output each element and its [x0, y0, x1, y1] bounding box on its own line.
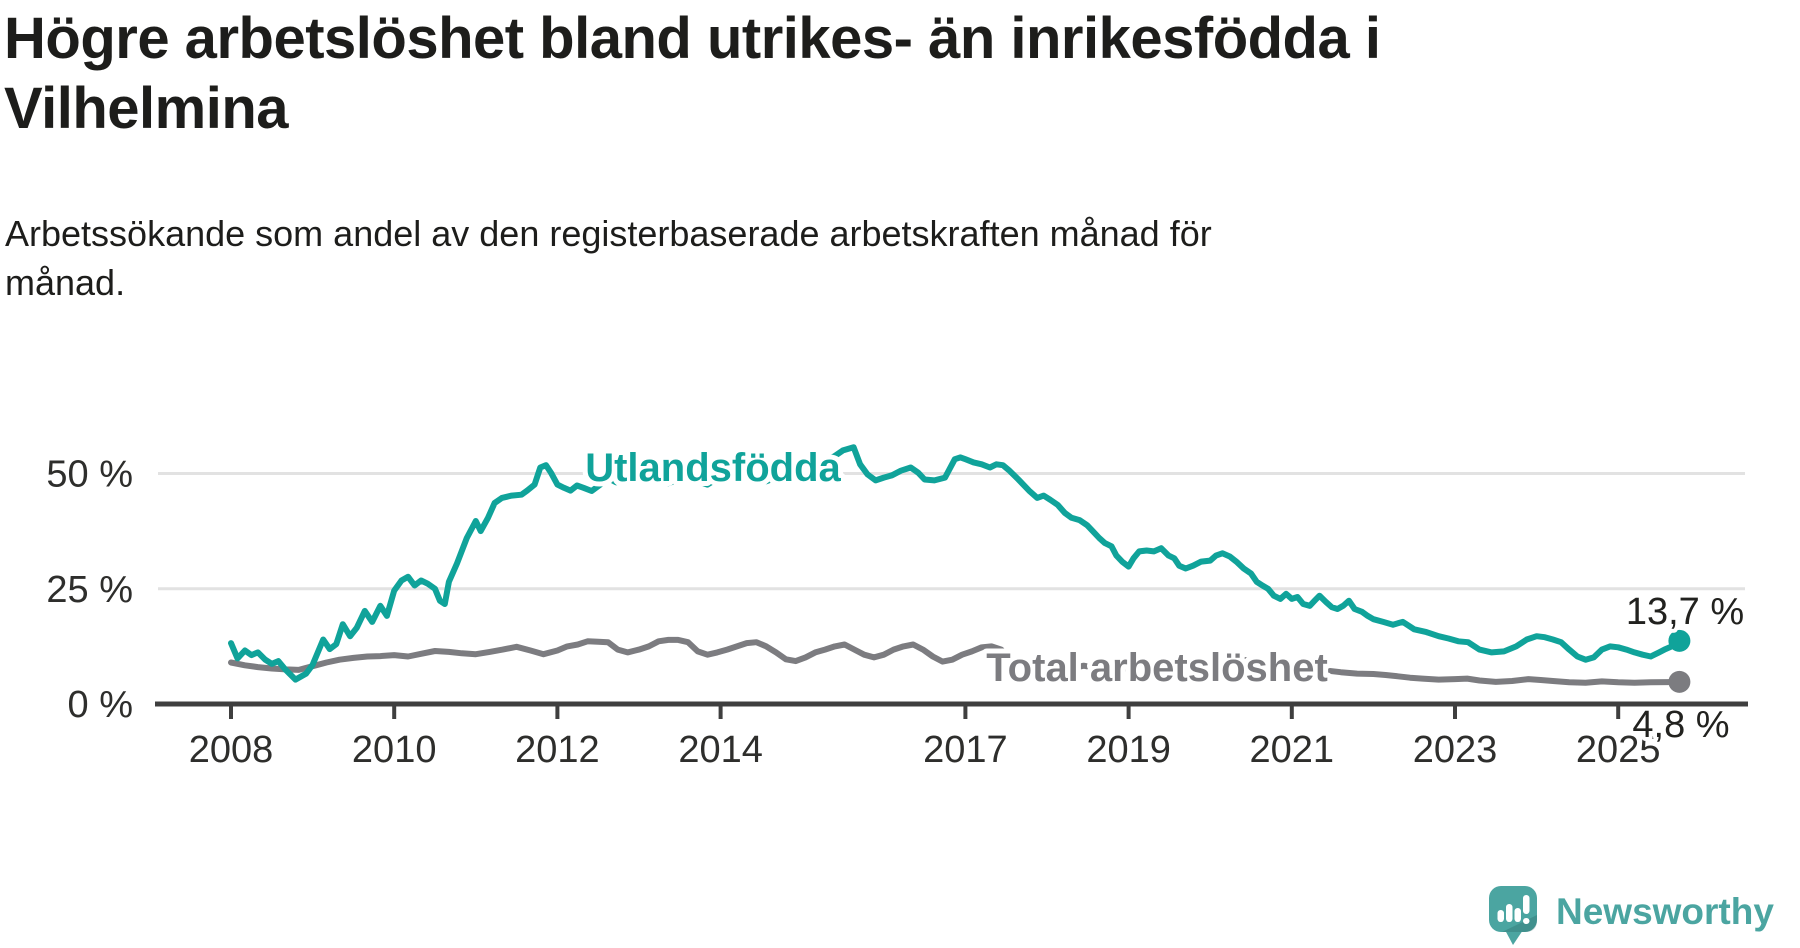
x-axis-label-2025: 2025 — [1576, 729, 1661, 771]
series-end-dot-total — [1668, 670, 1691, 693]
x-axis-label-2010: 2010 — [352, 729, 437, 771]
unemployment-line-chart: 0 % 25 % 50 % 2008 2010 2012 2014 2017 2019 2021 2… — [46, 444, 1748, 771]
logo-bubble-tail — [1505, 930, 1523, 945]
y-axis-label-25: 25 % — [46, 569, 133, 611]
x-axis-label-2012: 2012 — [515, 729, 600, 771]
series-label-utlandsfodda: Utlandsfödda — [585, 446, 841, 490]
series-line-total — [228, 636, 1683, 686]
x-axis-label-2008: 2008 — [189, 729, 274, 771]
logo-barchart-icon — [1497, 895, 1530, 924]
newsworthy-logo-icon — [1489, 886, 1537, 945]
x-axis-label-2021: 2021 — [1250, 729, 1335, 771]
x-axis-label-2019: 2019 — [1086, 729, 1171, 771]
series-label-total: Total arbetslöshet — [986, 646, 1328, 690]
end-value-label-total: 4,8 % — [1632, 704, 1729, 746]
y-axis-label-0: 0 % — [68, 684, 133, 726]
page-title: Högre arbetslöshet bland utrikes- än inr… — [4, 6, 1381, 141]
end-value-label-utlandsfodda: 13,7 % — [1626, 591, 1744, 633]
page-subtitle: Arbetssökande som andel av den registerb… — [5, 213, 1212, 303]
x-axis-label-2023: 2023 — [1413, 729, 1498, 771]
newsworthy-logo-text: Newsworthy — [1556, 891, 1774, 932]
series-line-utlandsfodda — [228, 444, 1683, 683]
x-axis-label-2014: 2014 — [678, 729, 763, 771]
newsworthy-logo: Newsworthy — [1489, 886, 1774, 945]
x-axis-label-2017: 2017 — [923, 729, 1008, 771]
series-end-dot-utlandsfodda — [1668, 629, 1691, 652]
y-axis-label-50: 50 % — [46, 454, 133, 496]
